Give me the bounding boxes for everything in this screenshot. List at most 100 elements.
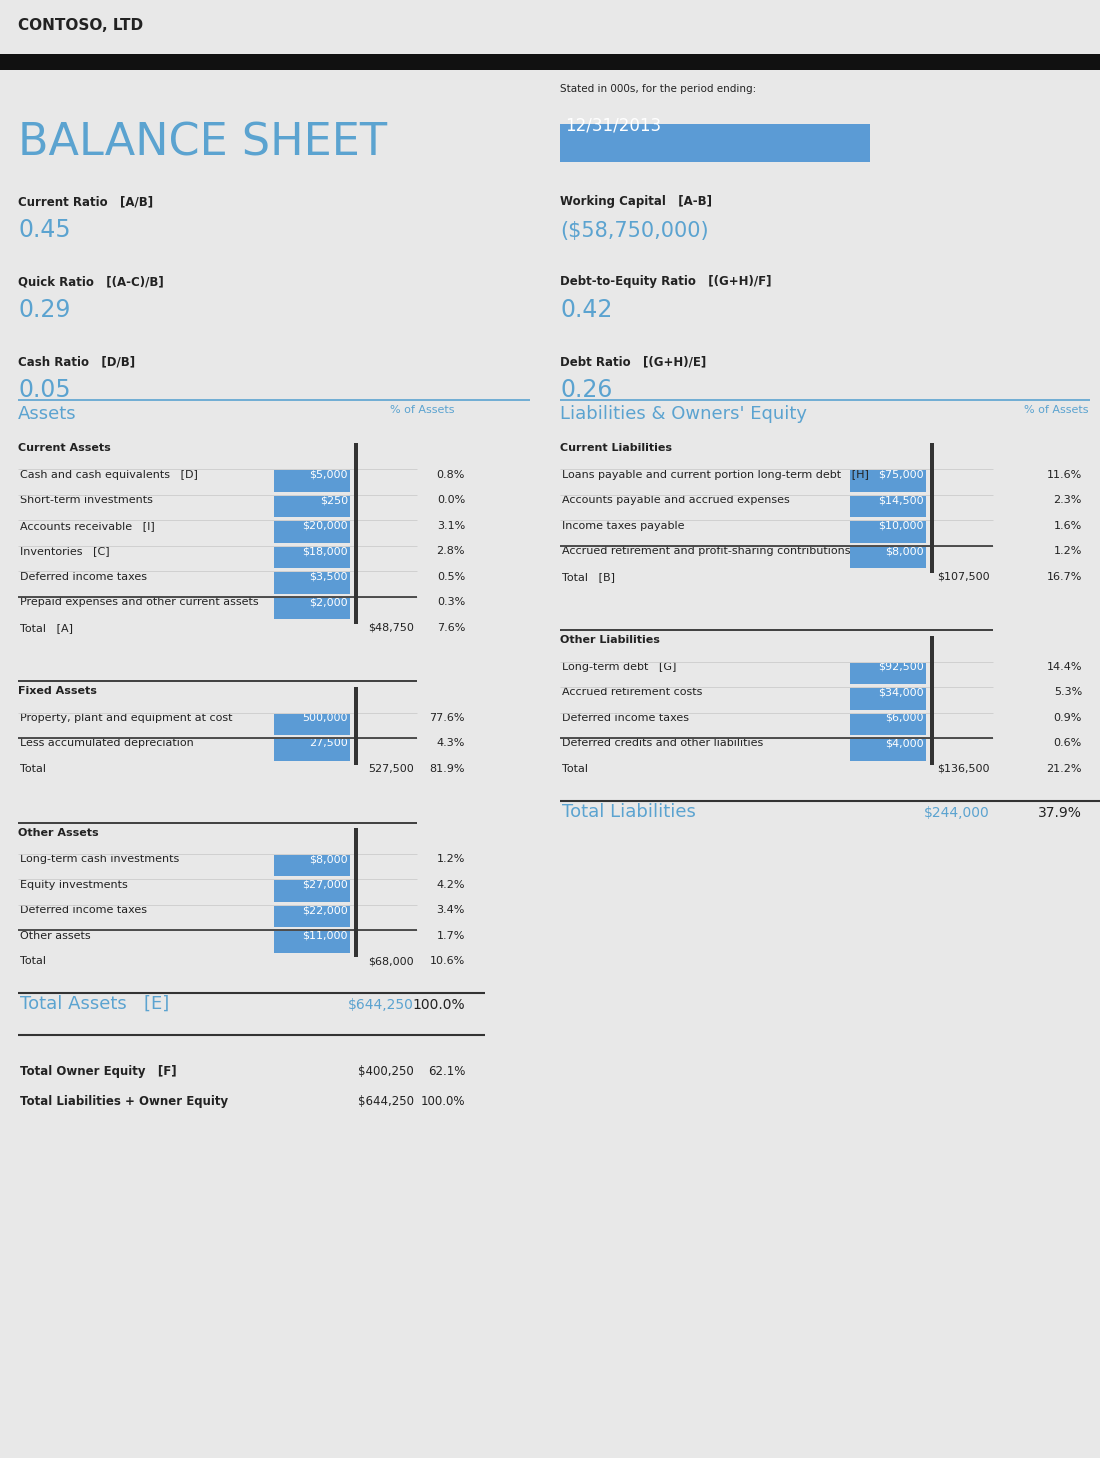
- Bar: [850, 688, 926, 710]
- Text: 2.3%: 2.3%: [1054, 496, 1082, 506]
- Text: 10.6%: 10.6%: [430, 956, 465, 967]
- Text: 0.45: 0.45: [18, 219, 70, 242]
- Text: 4.2%: 4.2%: [437, 879, 465, 889]
- Text: $400,250: $400,250: [359, 1064, 414, 1077]
- Text: Accrued retirement and profit-sharing contributions: Accrued retirement and profit-sharing co…: [562, 547, 850, 555]
- Text: 81.9%: 81.9%: [429, 764, 465, 774]
- Text: Current Assets: Current Assets: [18, 443, 111, 453]
- Bar: [274, 932, 350, 954]
- Text: $8,000: $8,000: [309, 854, 348, 865]
- Text: 4.3%: 4.3%: [437, 738, 465, 748]
- Text: Total: Total: [20, 956, 46, 967]
- Text: Prepaid expenses and other current assets: Prepaid expenses and other current asset…: [20, 598, 258, 607]
- Text: Total Liabilities: Total Liabilities: [562, 802, 696, 821]
- Text: 27,500: 27,500: [309, 738, 348, 748]
- Text: Total   [B]: Total [B]: [562, 572, 615, 582]
- Text: 1.2%: 1.2%: [1054, 547, 1082, 555]
- Text: Quick Ratio   [(A-C)/B]: Quick Ratio [(A-C)/B]: [18, 276, 164, 289]
- Bar: [274, 573, 350, 593]
- Text: 2.8%: 2.8%: [437, 547, 465, 555]
- Text: % of Assets: % of Assets: [1023, 405, 1088, 416]
- Text: 1.2%: 1.2%: [437, 854, 465, 865]
- Text: $136,500: $136,500: [937, 764, 990, 774]
- Bar: [850, 522, 926, 542]
- Bar: [274, 547, 350, 569]
- Bar: [850, 496, 926, 518]
- Bar: [354, 443, 358, 624]
- Text: Other assets: Other assets: [20, 930, 90, 940]
- Text: 16.7%: 16.7%: [1046, 572, 1082, 582]
- Text: 3.4%: 3.4%: [437, 905, 465, 916]
- Text: Total Assets   [E]: Total Assets [E]: [20, 994, 169, 1013]
- Text: $3,500: $3,500: [309, 572, 348, 582]
- Text: $11,000: $11,000: [302, 930, 348, 940]
- Text: $20,000: $20,000: [302, 521, 348, 531]
- Text: Accounts receivable   [I]: Accounts receivable [I]: [20, 521, 155, 531]
- Text: 12/31/2013: 12/31/2013: [565, 117, 661, 136]
- Text: Total   [A]: Total [A]: [20, 623, 73, 633]
- Text: Equity investments: Equity investments: [20, 879, 128, 889]
- Text: Liabilities & Owners' Equity: Liabilities & Owners' Equity: [560, 405, 807, 423]
- Text: Loans payable and current portion long-term debt   [H]: Loans payable and current portion long-t…: [562, 469, 869, 480]
- Text: Current Ratio   [A/B]: Current Ratio [A/B]: [18, 195, 153, 208]
- Bar: [850, 713, 926, 735]
- Text: $6,000: $6,000: [886, 713, 924, 723]
- Text: Cash Ratio   [D/B]: Cash Ratio [D/B]: [18, 354, 135, 367]
- Text: 1.7%: 1.7%: [437, 930, 465, 940]
- Text: 1.6%: 1.6%: [1054, 521, 1082, 531]
- Bar: [274, 905, 350, 927]
- Text: Total: Total: [562, 764, 588, 774]
- Text: Working Capital   [A-B]: Working Capital [A-B]: [560, 195, 712, 208]
- Text: $48,750: $48,750: [368, 623, 414, 633]
- Text: $8,000: $8,000: [886, 547, 924, 555]
- Text: $644,250: $644,250: [348, 997, 414, 1012]
- Text: 100.0%: 100.0%: [412, 997, 465, 1012]
- Text: Long-term debt   [G]: Long-term debt [G]: [562, 662, 676, 672]
- Text: $18,000: $18,000: [302, 547, 348, 555]
- Text: 21.2%: 21.2%: [1046, 764, 1082, 774]
- Text: Property, plant and equipment at cost: Property, plant and equipment at cost: [20, 713, 232, 723]
- Bar: [931, 636, 934, 765]
- Bar: [274, 522, 350, 542]
- Text: $10,000: $10,000: [879, 521, 924, 531]
- Text: Total Owner Equity   [F]: Total Owner Equity [F]: [20, 1064, 177, 1077]
- Text: Short-term investments: Short-term investments: [20, 496, 153, 506]
- Bar: [274, 739, 350, 761]
- Bar: [274, 854, 350, 876]
- Text: Debt Ratio   [(G+H)/E]: Debt Ratio [(G+H)/E]: [560, 354, 706, 367]
- Text: Less accumulated depreciation: Less accumulated depreciation: [20, 738, 194, 748]
- Text: Deferred income taxes: Deferred income taxes: [562, 713, 689, 723]
- Text: % of Assets: % of Assets: [390, 405, 455, 416]
- Text: 0.29: 0.29: [18, 297, 70, 322]
- Text: Deferred income taxes: Deferred income taxes: [20, 572, 147, 582]
- Text: Current Liabilities: Current Liabilities: [560, 443, 672, 453]
- Text: $92,500: $92,500: [878, 662, 924, 672]
- Bar: [354, 687, 358, 765]
- Text: Total: Total: [20, 764, 46, 774]
- Bar: [274, 471, 350, 491]
- Text: Fixed Assets: Fixed Assets: [18, 687, 97, 697]
- Text: $22,000: $22,000: [302, 905, 348, 916]
- Text: $14,500: $14,500: [879, 496, 924, 506]
- Bar: [274, 713, 350, 735]
- Bar: [354, 828, 358, 958]
- Bar: [850, 471, 926, 491]
- Bar: [0, 0, 1100, 55]
- Text: 7.6%: 7.6%: [437, 623, 465, 633]
- Text: Deferred credits and other liabilities: Deferred credits and other liabilities: [562, 738, 763, 748]
- Text: Stated in 000s, for the period ending:: Stated in 000s, for the period ending:: [560, 85, 757, 93]
- Text: BALANCE SHEET: BALANCE SHEET: [18, 121, 387, 163]
- Bar: [0, 54, 1100, 70]
- Bar: [931, 443, 934, 573]
- Bar: [274, 496, 350, 518]
- Text: 14.4%: 14.4%: [1046, 662, 1082, 672]
- Text: $68,000: $68,000: [368, 956, 414, 967]
- Text: $644,250: $644,250: [358, 1095, 414, 1108]
- Text: 77.6%: 77.6%: [429, 713, 465, 723]
- Text: 11.6%: 11.6%: [1047, 469, 1082, 480]
- Text: CONTOSO, LTD: CONTOSO, LTD: [18, 17, 143, 34]
- Text: 500,000: 500,000: [302, 713, 348, 723]
- Text: 0.05: 0.05: [18, 378, 70, 402]
- Text: ($58,750,000): ($58,750,000): [560, 222, 708, 241]
- Text: 0.8%: 0.8%: [437, 469, 465, 480]
